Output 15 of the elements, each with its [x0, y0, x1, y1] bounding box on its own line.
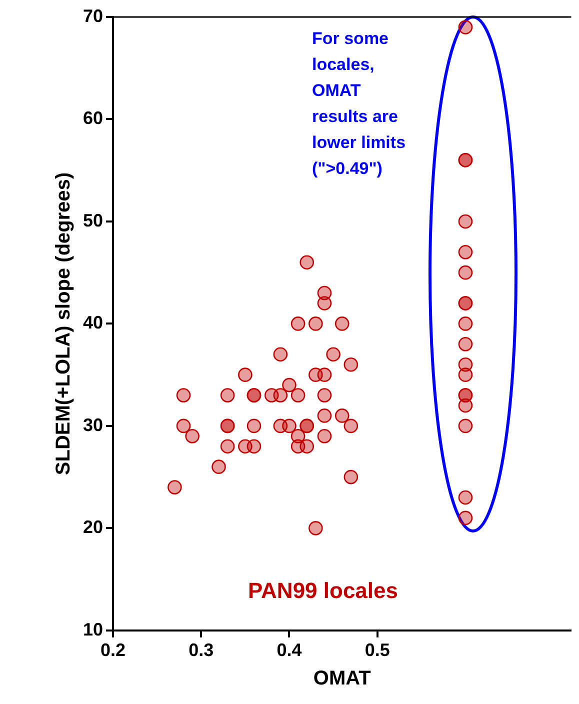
- x-tick-label: 0.2: [100, 640, 126, 660]
- x-tick-label: 0.3: [188, 640, 214, 660]
- x-tick-label: 0.5: [364, 640, 390, 660]
- y-tick-label: 20: [82, 517, 104, 538]
- y-tick-label: 60: [82, 108, 104, 128]
- y-tick-label: 10: [82, 619, 104, 640]
- y-tick-label: 40: [82, 312, 104, 333]
- annotation: For some locales, OMAT results are lower limits (">0.49"): [312, 28, 407, 180]
- annotation: PAN99 locales: [248, 578, 398, 604]
- y-tick-label: 30: [82, 414, 104, 435]
- x-axis-title: OMAT: [313, 668, 371, 690]
- y-axis-title: SLDEM(+LOLA) slope (degrees): [52, 172, 75, 476]
- x-tick-label: 0.4: [276, 640, 302, 660]
- y-tick-label: 70: [82, 6, 104, 26]
- y-tick-label: 50: [82, 210, 104, 230]
